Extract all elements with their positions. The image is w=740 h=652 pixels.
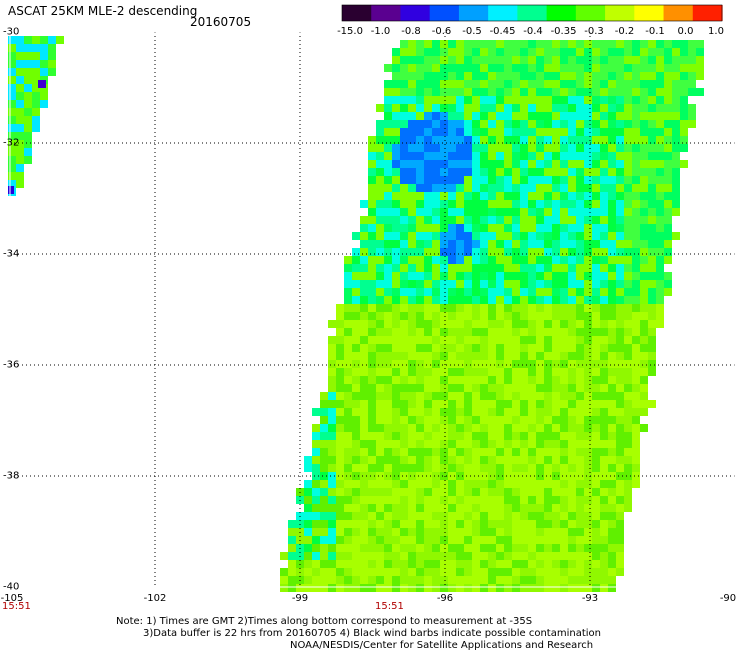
note-line-2: 3)Data buffer is 22 hrs from 20160705 4)… [143,628,601,639]
latitude-label: -36 [3,359,20,371]
longitude-label: -99 [291,593,309,604]
colorbar-segment [575,5,606,21]
swath-data [8,36,704,592]
colorbar-tick-label: -0.3 [584,26,604,37]
pass-time-center: 15:51 [375,601,404,612]
latitude-label: -32 [3,137,20,149]
colorbar-segment [546,5,577,21]
longitude-label: -90 [719,593,737,604]
colorbar-tick-label: -0.1 [645,26,665,37]
colorbar-tick-label: -15.0 [337,26,363,37]
colorbar-tick-label: -0.4 [523,26,543,37]
longitude-label: -102 [143,593,167,604]
colorbar-tick-label: -0.6 [431,26,452,37]
latitude-label: -30 [3,26,20,38]
colorbar-segment [429,5,460,21]
colorbar-tick-label: 1.0 [708,26,724,37]
colorbar-tick-label: -0.8 [401,26,421,37]
colorbar [341,4,723,22]
map-date: 20160705 [190,15,252,29]
latitude-label: -38 [3,470,20,482]
colorbar-tick-label: -0.45 [489,26,516,37]
latitude-label: -34 [3,248,20,260]
longitude-label: -93 [581,593,599,604]
note-line-3: NOAA/NESDIS/Center for Satellite Applica… [290,640,594,651]
colorbar-segment [371,5,402,21]
colorbar-tick-label: 0.0 [677,26,694,37]
map-frame [9,31,736,588]
colorbar-tick-label: -1.0 [370,26,391,37]
pass-time-left: 15:51 [2,601,31,612]
colorbar-segment [605,5,635,21]
colorbar-segment [488,5,518,21]
colorbar-tick-label: -0.35 [550,26,577,37]
colorbar-segment [458,5,489,21]
colorbar-segment [517,5,548,21]
longitude-label: -96 [436,593,454,604]
map-gridlines [10,32,735,587]
map-title: ASCAT 25KM MLE-2 descending [8,4,198,18]
colorbar-segment [342,5,372,21]
longitude-label: -105 [0,593,24,604]
colorbar-segment [400,5,431,21]
colorbar-segment [634,5,665,21]
colorbar-tick-label: -0.5 [462,26,482,37]
colorbar-segment [692,5,723,21]
note-line-1: Note: 1) Times are GMT 2)Times along bot… [116,616,533,627]
colorbar-segment [663,5,694,21]
latitude-label: -40 [3,581,20,593]
colorbar-tick-label: -0.2 [614,26,635,37]
